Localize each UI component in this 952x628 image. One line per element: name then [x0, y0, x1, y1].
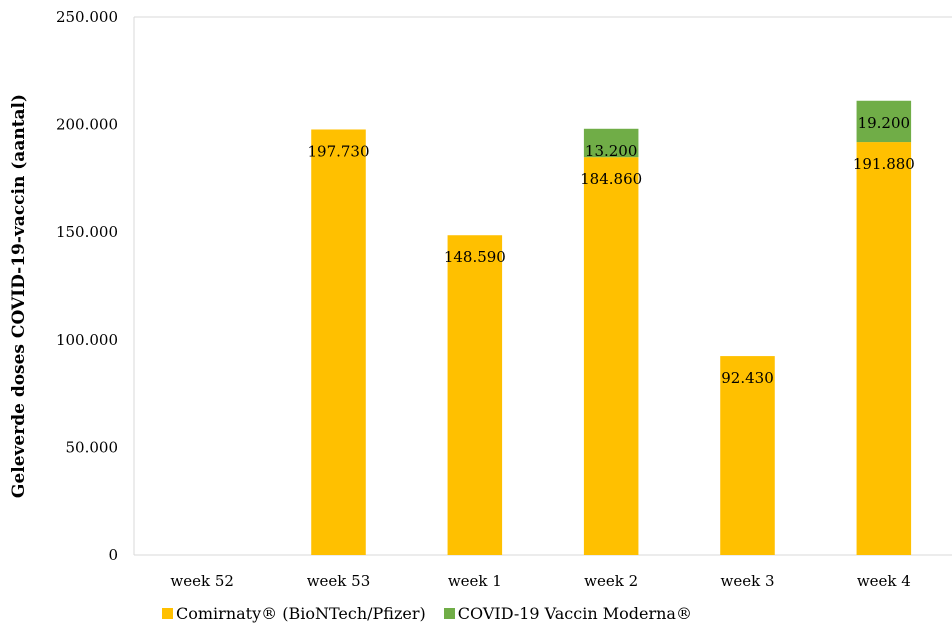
- legend-swatch-comirnaty: [162, 608, 173, 619]
- y-tick-label: 100.000: [56, 331, 118, 349]
- data-label: 13.200: [585, 142, 638, 160]
- bar-segment-comirnaty: [583, 157, 639, 555]
- legend-label-moderna: COVID-19 Vaccin Moderna®: [457, 604, 692, 623]
- bar-segment-moderna: [856, 100, 912, 143]
- bar-segment-comirnaty: [720, 356, 775, 555]
- legend-swatch-moderna: [443, 608, 455, 619]
- legend-label-comirnaty: Comirnaty® (BioNTech/Pfizer): [176, 604, 426, 623]
- x-tick-label: week 4: [857, 572, 911, 590]
- data-label: 19.200: [858, 114, 911, 132]
- y-axis-label: Geleverde doses COVID-19-vaccin (aantal): [9, 94, 29, 498]
- data-label: 191.880: [853, 155, 915, 173]
- bar-segment-comirnaty: [856, 142, 912, 556]
- legend-item-moderna: COVID-19 Vaccin Moderna®: [443, 604, 692, 623]
- data-label: 92.430: [721, 369, 774, 387]
- y-axis-ticks: 0 50.000 100.000 150.000 200.000 250.000: [56, 8, 118, 564]
- y-tick-label: 150.000: [56, 223, 118, 241]
- legend-item-comirnaty: Comirnaty® (BioNTech/Pfizer): [162, 604, 426, 623]
- x-tick-label: week 2: [584, 572, 638, 590]
- x-axis-ticks: week 52 week 53 week 1 week 2 week 3 week 4: [170, 572, 910, 590]
- y-tick-label: 250.000: [56, 8, 118, 26]
- data-label: 148.590: [444, 248, 506, 266]
- y-tick-label: 200.000: [56, 116, 118, 134]
- y-tick-label: 0: [108, 546, 118, 564]
- data-labels: 197.730 148.590 184.860 13.200 92.430 191.880…: [307, 114, 914, 387]
- bars: [311, 100, 912, 556]
- bar-segment-comirnaty: [447, 235, 503, 555]
- x-tick-label: week 52: [170, 572, 234, 590]
- data-label: 197.730: [307, 142, 369, 160]
- legend: Comirnaty® (BioNTech/Pfizer) COVID-19 Va…: [162, 604, 710, 623]
- y-tick-label: 50.000: [66, 438, 119, 456]
- data-label: 184.860: [580, 170, 642, 188]
- x-tick-label: week 3: [721, 572, 775, 590]
- bar-segment-moderna: [583, 128, 639, 158]
- x-tick-label: week 53: [307, 572, 371, 590]
- x-tick-label: week 1: [448, 572, 502, 590]
- bar-segment-comirnaty: [311, 129, 366, 555]
